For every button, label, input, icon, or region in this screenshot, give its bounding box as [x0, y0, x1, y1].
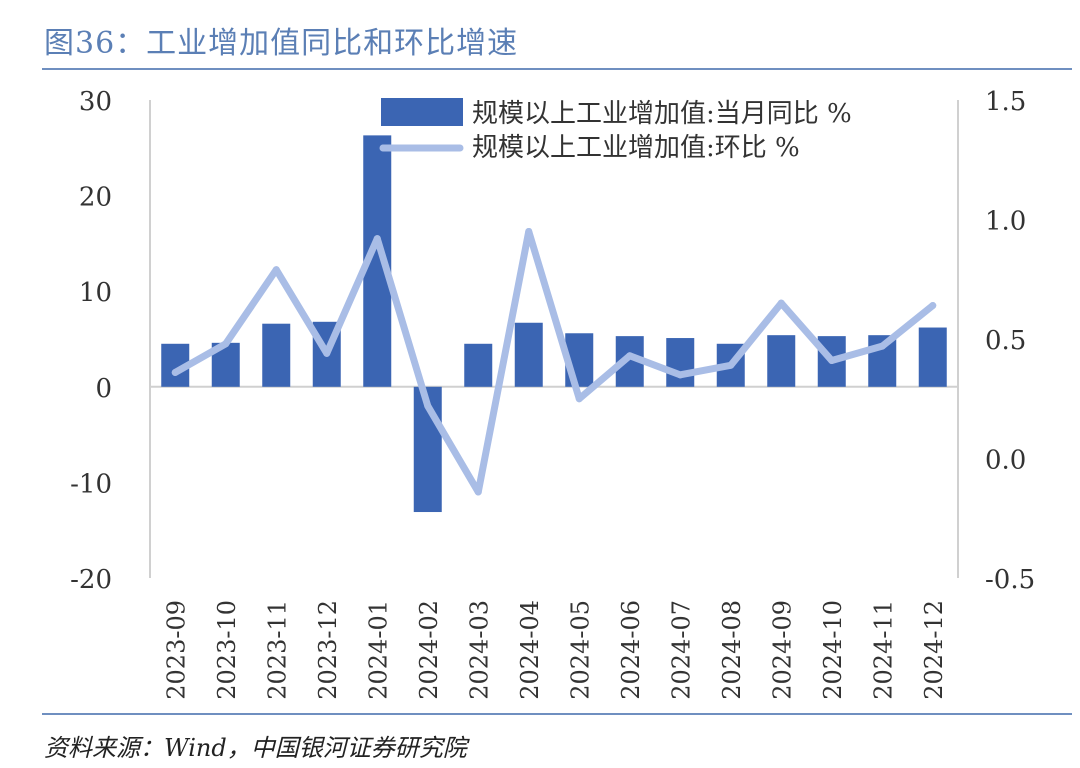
- x-tick-label: 2024-04: [516, 600, 544, 700]
- y-left-tick-label: -20: [70, 565, 112, 595]
- x-tick-label: 2023-10: [213, 600, 241, 700]
- bar-yoy: [767, 335, 796, 387]
- line-point: [272, 266, 280, 274]
- line-point: [171, 368, 179, 376]
- x-tick-label: 2024-07: [667, 600, 695, 700]
- x-tick-label: 2024-02: [415, 600, 443, 700]
- y-right-tick-label: 1.0: [985, 207, 1026, 237]
- x-tick-label: 2023-11: [263, 600, 291, 700]
- x-tick-label: 2024-10: [819, 600, 847, 700]
- line-point: [676, 371, 684, 379]
- bar-yoy: [464, 343, 493, 387]
- x-tick-label: 2024-09: [768, 600, 796, 700]
- bar-yoy: [918, 327, 947, 387]
- line-point: [575, 395, 583, 403]
- x-tick-label: 2024-01: [364, 600, 392, 700]
- bar-yoy: [262, 323, 291, 387]
- line-point: [727, 361, 735, 369]
- x-tick-label: 2023-09: [162, 600, 190, 700]
- x-tick-label: 2024-08: [718, 600, 746, 700]
- y-right-tick-label: -0.5: [985, 565, 1035, 595]
- chart-title: 图36：工业增加值同比和环比增速: [44, 26, 519, 61]
- line-point: [222, 340, 230, 348]
- top-rule: [42, 68, 1072, 70]
- legend-bar-swatch: [381, 98, 463, 126]
- x-tick-label: 2024-03: [465, 600, 493, 700]
- y-left-tick-label: -10: [70, 469, 112, 499]
- x-tick-label: 2024-05: [566, 600, 594, 700]
- x-tick-label: 2024-12: [920, 600, 948, 700]
- line-point: [424, 402, 432, 410]
- line-point: [474, 488, 482, 496]
- line-point: [525, 227, 533, 235]
- x-tick-label: 2024-11: [869, 600, 897, 700]
- line-point: [828, 357, 836, 365]
- y-right-tick-label: 0.0: [985, 446, 1026, 476]
- legend-line-label: 规模以上工业增加值:环比 %: [472, 133, 800, 163]
- line-point: [878, 342, 886, 350]
- line-point: [929, 302, 937, 310]
- legend-bar-label: 规模以上工业增加值:当月同比 %: [472, 99, 852, 129]
- line-point: [373, 235, 381, 243]
- y-left-tick-label: 10: [79, 278, 112, 308]
- bar-yoy: [514, 322, 543, 387]
- source-note: 资料来源：Wind，中国银河证券研究院: [44, 734, 467, 762]
- y-right-tick-label: 0.5: [985, 326, 1026, 356]
- bar-yoy: [666, 338, 695, 387]
- y-left-tick-label: 20: [79, 183, 112, 213]
- x-tick-label: 2023-12: [314, 600, 342, 700]
- line-point: [777, 299, 785, 307]
- bottom-rule: [42, 713, 1072, 715]
- y-left-tick-label: 0: [95, 374, 112, 404]
- line-mom: [171, 227, 937, 496]
- line-point: [626, 352, 634, 360]
- x-tick-label: 2024-06: [617, 600, 645, 700]
- line-point: [323, 349, 331, 357]
- y-left-tick-label: 30: [79, 87, 112, 117]
- y-right-tick-label: 1.5: [985, 87, 1026, 117]
